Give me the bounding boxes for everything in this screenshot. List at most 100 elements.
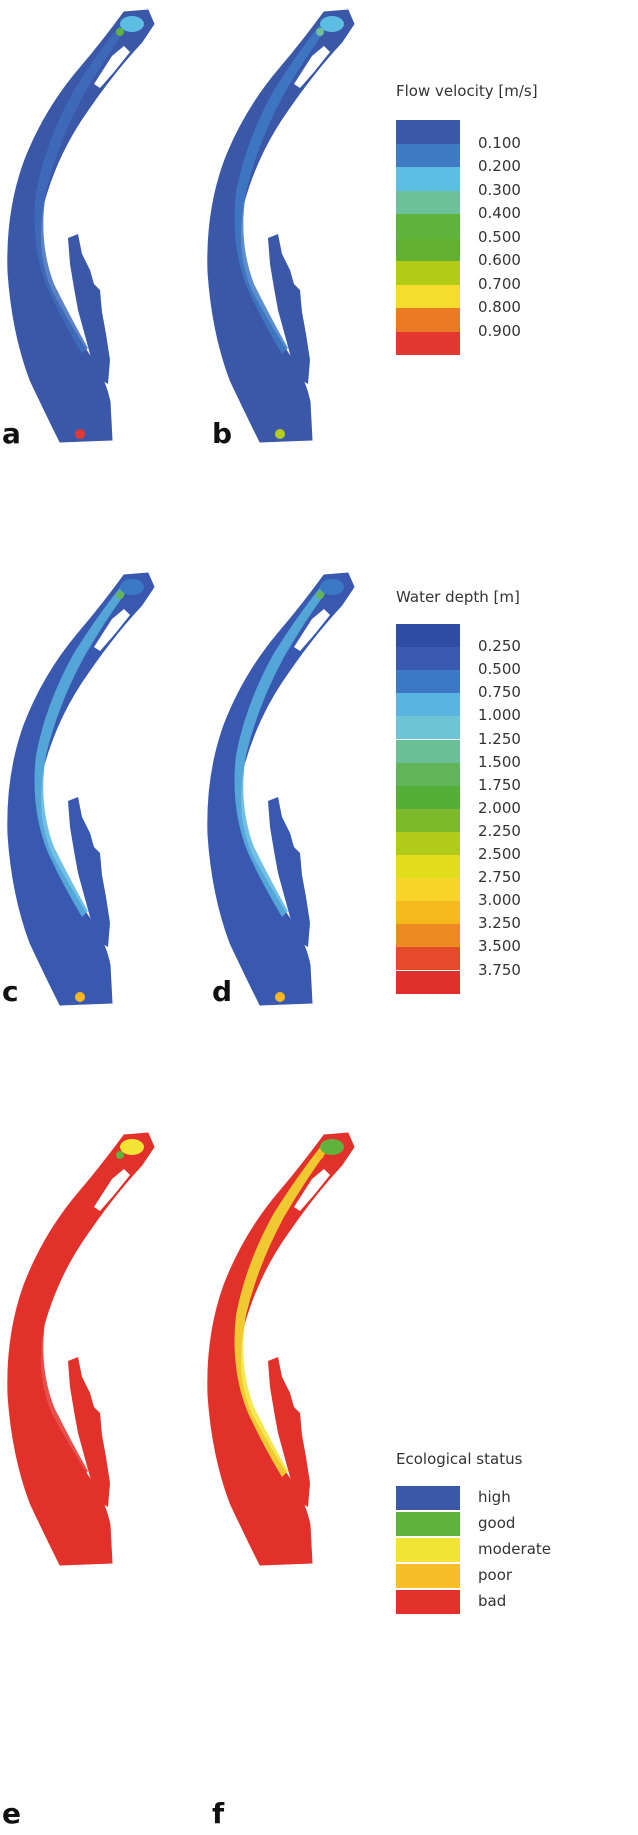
legend-label: 0.400: [478, 204, 521, 222]
legend-swatch: [396, 1564, 460, 1588]
river-outlet-spot: [275, 992, 285, 1002]
map-panel-d: [202, 565, 382, 1015]
legend-swatch: [396, 762, 460, 786]
legend-swatch: [396, 331, 460, 355]
panel-label-f: f: [212, 1797, 225, 1830]
river-body: [207, 572, 355, 1006]
river-side-channel: [68, 234, 110, 384]
river-side-channel: [68, 797, 110, 947]
river-spot: [116, 1151, 124, 1159]
legend-swatch: [396, 878, 460, 902]
map-panel-f: [202, 1125, 382, 1575]
map-panel-b: [202, 2, 382, 452]
river-main-channel: [234, 585, 330, 917]
legend-label: high: [478, 1488, 511, 1506]
legend-label: 0.700: [478, 274, 521, 293]
legend-swatch: [396, 1590, 460, 1614]
legend-swatch: [396, 237, 460, 261]
legend-label: 0.250: [478, 637, 521, 656]
river-inlet-zone: [120, 579, 144, 595]
legend-label: good: [478, 1514, 516, 1532]
legend-swatch: [396, 214, 460, 238]
panel-label-e: e: [2, 1797, 21, 1830]
legend-label: 1.000: [478, 706, 521, 725]
river-island: [294, 609, 330, 651]
river-spot: [316, 1151, 324, 1159]
river-island: [94, 46, 130, 88]
river-outlet-spot: [75, 1552, 85, 1562]
panel-label-b: b: [212, 417, 233, 450]
legend-label: 0.500: [478, 660, 521, 679]
legend-swatch: [396, 190, 460, 214]
river-main-channel: [34, 585, 130, 917]
panel-label-a: a: [2, 417, 21, 450]
legend-swatch: [396, 261, 460, 285]
legend-label: 3.750: [478, 960, 521, 979]
river-main-channel: [234, 1145, 330, 1477]
river-inlet-zone: [320, 1139, 344, 1155]
river-map-b: [207, 9, 355, 443]
legend-label: bad: [478, 1592, 507, 1610]
legend-label: 0.600: [478, 251, 521, 269]
legend-label: 0.300: [478, 180, 521, 199]
legend-swatch: [396, 785, 460, 809]
river-map-e: [7, 1132, 155, 1566]
legend-label: 3.500: [478, 937, 521, 956]
legend-label: 1.250: [478, 729, 521, 748]
legend-label: 0.750: [478, 683, 521, 702]
legend-swatch: [396, 716, 460, 740]
legend-label: poor: [478, 1566, 513, 1584]
legend-label: 2.000: [478, 798, 521, 817]
river-spot: [116, 591, 124, 599]
river-side-channel: [268, 797, 310, 947]
river-island: [94, 1169, 130, 1211]
river-inlet-zone: [120, 1139, 144, 1155]
river-outlet-spot: [75, 992, 85, 1002]
legend-swatch: [396, 1486, 460, 1510]
map-panel-a: [2, 2, 182, 452]
legend-label: 3.250: [478, 914, 521, 933]
river-island: [94, 609, 130, 651]
legend-swatch: [396, 308, 460, 332]
legend-label: 2.250: [478, 821, 521, 840]
legend-swatch: [396, 739, 460, 763]
legend-title-ecology: Ecological status: [396, 1450, 523, 1468]
legend-title-velocity: Flow velocity [m/s]: [396, 82, 538, 100]
river-island: [294, 46, 330, 88]
legend-title-depth: Water depth [m]: [396, 588, 520, 606]
legend-swatch: [396, 284, 460, 308]
river-island: [294, 1169, 330, 1211]
legend-swatch: [396, 924, 460, 948]
river-body: [7, 572, 155, 1006]
legend-velocity: 0.100 0.200 0.300 0.400 0.500 0.600 0.700 0.800…: [396, 120, 596, 360]
legend-label: 1.750: [478, 775, 521, 794]
river-body: [7, 9, 155, 443]
river-side-channel: [68, 1357, 110, 1507]
river-outlet-spot: [275, 429, 285, 439]
river-inlet-zone: [320, 579, 344, 595]
legend-label: 0.900: [478, 321, 521, 340]
legend-label: 2.500: [478, 845, 521, 863]
legend-swatch: [396, 1512, 460, 1536]
legend-swatch: [396, 901, 460, 925]
legend-swatch: [396, 167, 460, 191]
river-outlet-spot: [75, 429, 85, 439]
legend-swatch: [396, 808, 460, 832]
legend-label: 0.200: [478, 157, 521, 175]
legend-label: 0.500: [478, 227, 521, 246]
legend-label: 0.800: [478, 298, 521, 316]
river-spot: [316, 28, 324, 36]
river-body: [7, 1132, 155, 1566]
legend-label: 0.100: [478, 133, 521, 152]
legend-depth: 0.250 0.500 0.750 1.000 1.250 1.500 1.750 2.000…: [396, 624, 596, 996]
river-spot: [316, 591, 324, 599]
legend-swatch: [396, 120, 460, 144]
river-main-channel: [234, 22, 330, 354]
legend-swatch: [396, 831, 460, 855]
legend-swatch: [396, 647, 460, 671]
river-side-channel: [268, 1357, 310, 1507]
river-map-a: [7, 9, 155, 443]
river-spot: [116, 28, 124, 36]
river-map-f: [207, 1132, 355, 1566]
legend-swatch: [396, 970, 460, 994]
